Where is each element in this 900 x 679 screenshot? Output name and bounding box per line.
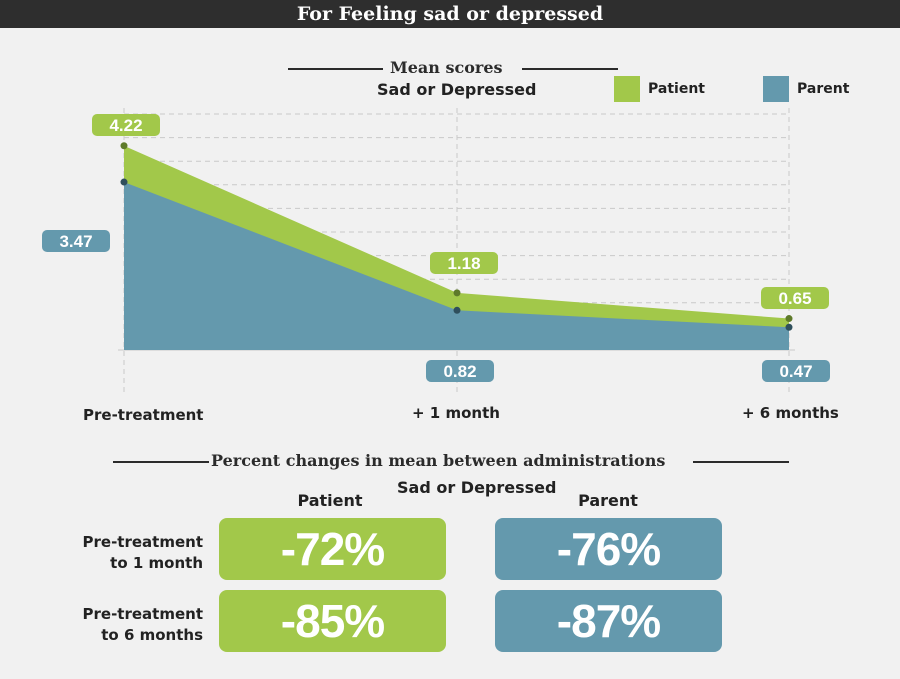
data-point-patient — [120, 142, 128, 150]
data-label-box — [426, 360, 494, 382]
page-title: For Feeling sad or depressed — [0, 0, 900, 28]
row-label-line: Pre-treatment — [82, 605, 203, 623]
data-label-box — [430, 252, 498, 274]
chart-title: Mean scores — [390, 58, 503, 77]
row-label-1-month: Pre-treatment to 1 month — [33, 532, 203, 574]
x-tick-label-0: Pre-treatment — [83, 406, 204, 424]
percent-rule-left — [113, 461, 209, 463]
legend-label-parent: Parent — [797, 81, 850, 97]
row-label-line: Pre-treatment — [82, 533, 203, 551]
row-label-6-months: Pre-treatment to 6 months — [33, 604, 203, 646]
data-label-box — [761, 287, 829, 309]
percent-title: Percent changes in mean between administ… — [211, 451, 666, 470]
data-point-parent — [453, 306, 461, 314]
column-header-patient: Patient — [297, 491, 363, 510]
x-tick-label-1: + 1 month — [412, 404, 500, 422]
data-label-box — [42, 230, 110, 252]
data-point-parent — [785, 323, 793, 331]
patient-change-6-months: -85% — [219, 590, 446, 652]
data-label-parent: 3.47 — [59, 232, 92, 251]
chart-subtitle: Sad or Depressed — [377, 80, 537, 99]
column-header-parent: Parent — [578, 491, 638, 510]
heading-rule-right — [522, 68, 618, 70]
data-label-patient: 0.65 — [778, 289, 811, 308]
percent-rule-right — [693, 461, 789, 463]
row-label-line: to 6 months — [101, 626, 203, 644]
parent-change-1-month: -76% — [495, 518, 722, 580]
data-label-patient: 4.22 — [109, 116, 142, 135]
legend-swatch-patient — [614, 76, 640, 102]
data-point-patient — [785, 315, 793, 323]
row-label-line: to 1 month — [110, 554, 203, 572]
legend-label-patient: Patient — [648, 81, 705, 97]
data-point-parent — [120, 178, 128, 186]
data-point-patient — [453, 289, 461, 297]
data-label-box — [92, 114, 160, 136]
data-label-parent: 0.82 — [443, 362, 476, 381]
area-chart: 4.22 1.18 0.65 3.47 0.82 0.47 — [42, 108, 830, 392]
heading-rule-left — [288, 68, 383, 70]
data-label-parent: 0.47 — [779, 362, 812, 381]
data-label-patient: 1.18 — [447, 254, 480, 273]
legend-swatch-parent — [763, 76, 789, 102]
x-tick-label-2: + 6 months — [742, 404, 839, 422]
parent-change-6-months: -87% — [495, 590, 722, 652]
data-label-box — [762, 360, 830, 382]
patient-change-1-month: -72% — [219, 518, 446, 580]
area-parent — [124, 182, 789, 350]
percent-subtitle: Sad or Depressed — [397, 478, 557, 497]
